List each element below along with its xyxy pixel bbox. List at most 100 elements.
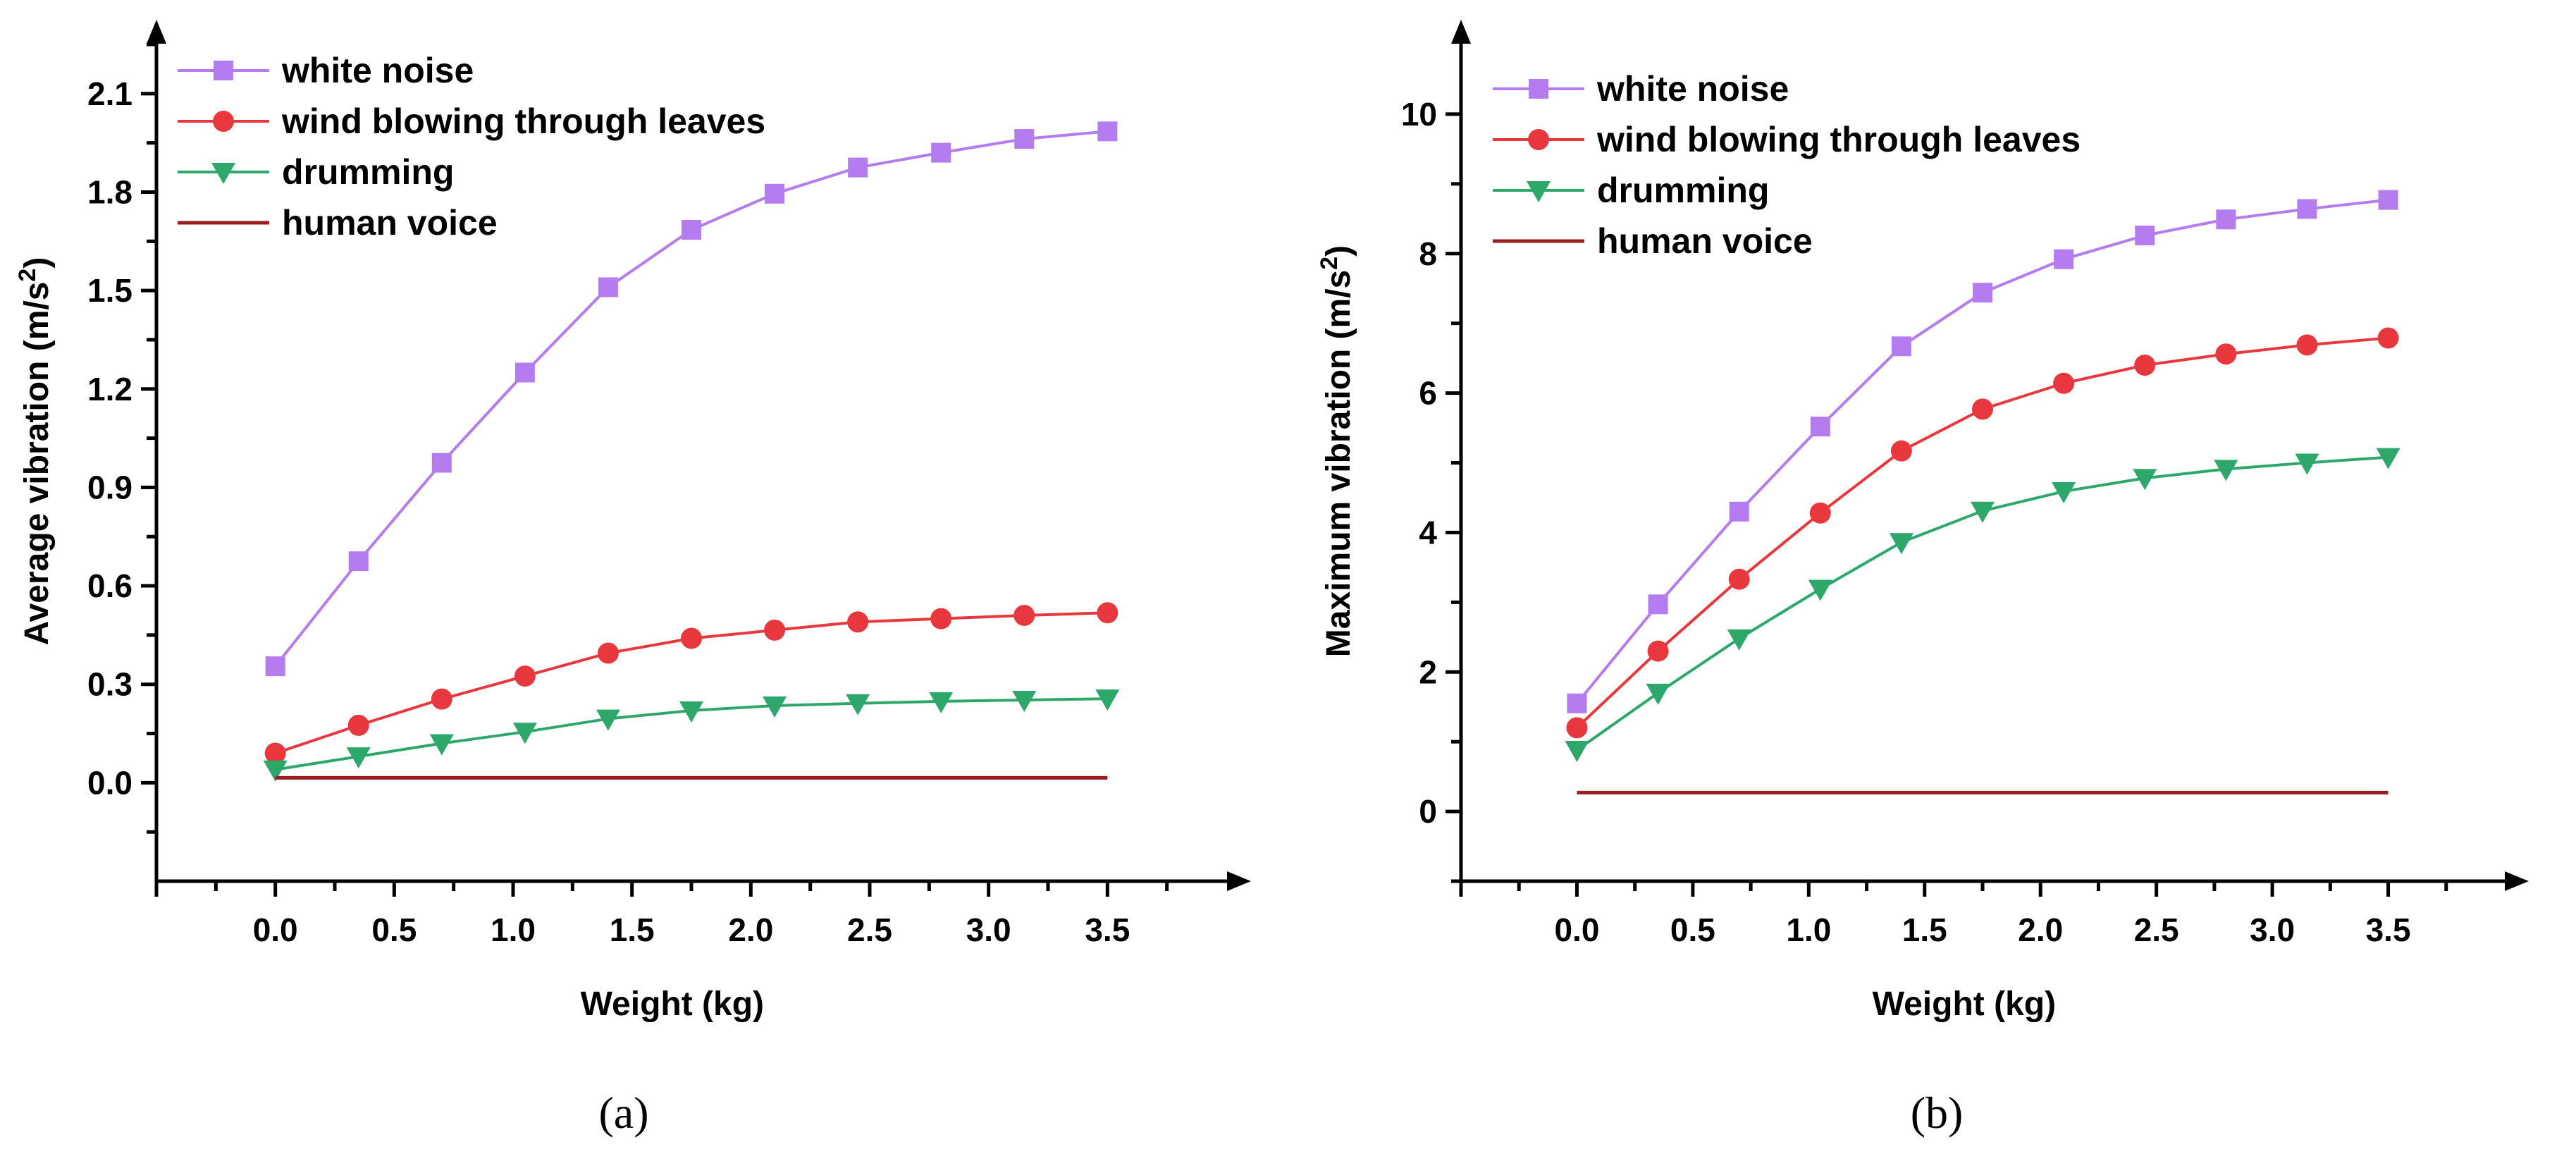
legend-item: drumming — [1493, 171, 1769, 210]
series-line — [1575, 198, 2389, 705]
y-tick-label: 2 — [1419, 653, 1437, 690]
legend-label: wind blowing through leaves — [281, 102, 765, 141]
series-drumming — [1565, 448, 2401, 763]
y-axis-title-sup: 2 — [14, 269, 41, 282]
square-marker — [2297, 199, 2317, 219]
triangle-marker — [679, 701, 703, 723]
panel-label: (a) — [598, 1088, 648, 1138]
square-marker — [514, 362, 535, 383]
x-tick-label: 2.0 — [2018, 911, 2063, 948]
series-white-noise — [1567, 190, 2398, 713]
triangle-marker — [846, 694, 870, 716]
y-axis-title: Average vibration (m/s2) — [14, 257, 56, 646]
square-marker — [1810, 417, 1830, 437]
circle-marker — [764, 619, 786, 641]
legend-label: wind blowing through leaves — [1596, 120, 2081, 159]
y-axis-title-sup: 2 — [1316, 257, 1343, 270]
y-tick-label: 1.8 — [87, 173, 133, 210]
triangle-marker — [763, 696, 787, 718]
y-tick-label: 6 — [1419, 375, 1437, 412]
y-tick-label: 4 — [1419, 514, 1437, 551]
square-marker — [598, 277, 618, 297]
x-tick-label: 1.5 — [610, 911, 655, 948]
x-tick-label: 3.0 — [2250, 911, 2295, 948]
circle-marker — [2296, 334, 2318, 356]
x-tick-label: 0.5 — [1670, 911, 1715, 948]
y-tick-label: 0.6 — [87, 567, 133, 604]
series-wind-blowing-through-leaves — [264, 602, 1118, 764]
triangle-marker — [2295, 453, 2319, 475]
x-tick-label: 2.5 — [2134, 911, 2179, 948]
series-drumming — [263, 689, 1120, 782]
square-marker — [1567, 693, 1587, 713]
legend-item: drumming — [178, 152, 454, 192]
y-axis-arrow — [1451, 20, 1471, 44]
triangle-marker — [2214, 460, 2238, 481]
circle-marker — [264, 742, 286, 764]
square-marker — [431, 453, 452, 473]
x-axis-arrow — [1227, 871, 1251, 891]
circle-marker — [514, 665, 536, 687]
square-marker — [931, 142, 951, 163]
circle-marker — [2377, 327, 2399, 349]
legend-item: human voice — [178, 203, 498, 243]
square-marker — [1529, 79, 1548, 99]
square-marker — [1648, 594, 1668, 615]
series-white-noise — [265, 121, 1118, 677]
legend-label: human voice — [282, 203, 498, 243]
square-marker — [214, 61, 233, 80]
y-tick-label: 0.9 — [87, 469, 133, 505]
y-tick-label: 0 — [1419, 793, 1437, 830]
square-marker — [682, 220, 701, 240]
square-marker — [1097, 121, 1118, 142]
series-line — [1576, 336, 2389, 729]
y-axis-arrow — [147, 20, 166, 44]
circle-marker — [1890, 440, 1912, 462]
x-axis-arrow — [2505, 871, 2529, 891]
triangle-marker — [929, 692, 954, 713]
y-tick-label: 1.2 — [87, 371, 133, 407]
triangle-marker — [429, 734, 454, 756]
y-axis-title: Maximum vibration (m/s2) — [1316, 245, 1357, 657]
square-marker — [1973, 283, 1992, 303]
circle-marker — [1566, 717, 1588, 739]
y-tick-label: 10 — [1401, 96, 1437, 133]
circle-marker — [1647, 640, 1669, 662]
legend-label: human voice — [1597, 221, 1813, 261]
x-tick-label: 3.0 — [966, 911, 1011, 948]
legend-item: wind blowing through leaves — [178, 102, 765, 141]
triangle-marker — [512, 723, 537, 744]
legend-item: human voice — [1493, 221, 1813, 261]
x-tick-label: 1.0 — [491, 911, 536, 948]
x-tick-label: 1.5 — [1902, 911, 1947, 948]
legend-label: white noise — [1596, 69, 1789, 109]
x-axis-title: Weight (kg) — [1873, 986, 2056, 1023]
circle-marker — [2134, 355, 2156, 376]
triangle-marker — [1889, 533, 1913, 555]
legend-item: white noise — [1493, 69, 1789, 109]
triangle-marker — [1527, 181, 1551, 202]
triangle-marker — [211, 163, 235, 184]
circle-marker — [597, 642, 619, 664]
legend-item: wind blowing through leaves — [1493, 120, 2081, 159]
square-marker — [1014, 129, 1035, 149]
square-marker — [1729, 501, 1749, 522]
triangle-marker — [1727, 629, 1751, 651]
square-marker — [1891, 336, 1911, 357]
triangle-marker — [1971, 501, 1995, 523]
triangle-marker — [263, 760, 288, 782]
square-marker — [765, 183, 785, 204]
circle-marker — [1728, 568, 1750, 590]
x-tick-label: 3.5 — [1085, 911, 1130, 948]
y-axis-title-close: ) — [18, 257, 56, 269]
panel-b-chart: 0.0 0.5 1.0 1.5 2.0 2.5 3.0 3.5 0 2 4 6 8 10 Weight (k… — [1316, 20, 2529, 1138]
circle-marker — [847, 611, 869, 633]
y-axis-title-main: Maximum vibration (m/s — [1320, 270, 1357, 657]
legend-label: white noise — [281, 51, 474, 90]
x-tick-label: 0.0 — [1554, 911, 1599, 948]
circle-marker — [431, 688, 452, 710]
triangle-marker — [1646, 683, 1670, 705]
x-tick-label: 0.5 — [371, 911, 417, 948]
square-marker — [2135, 226, 2155, 246]
circle-marker — [347, 714, 369, 736]
